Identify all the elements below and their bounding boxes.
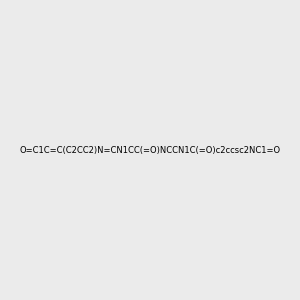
Text: O=C1C=C(C2CC2)N=CN1CC(=O)NCCN1C(=O)c2ccsc2NC1=O: O=C1C=C(C2CC2)N=CN1CC(=O)NCCN1C(=O)c2ccs… [20,146,281,154]
